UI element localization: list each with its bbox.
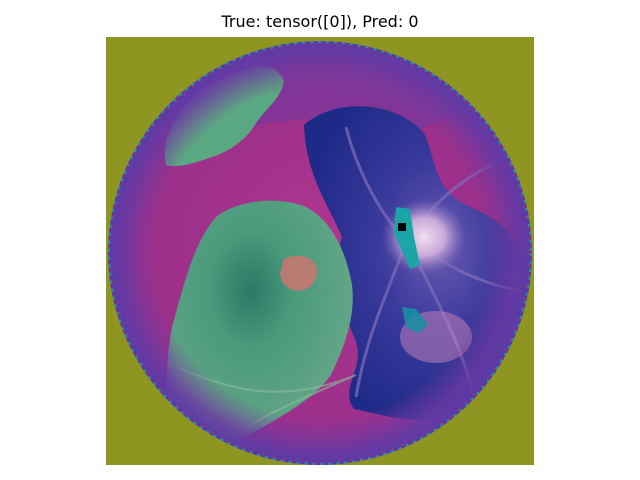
fundus-rim xyxy=(108,41,532,465)
plot-title: True: tensor([0]), Pred: 0 xyxy=(221,12,419,31)
image-axes xyxy=(106,37,534,465)
fundus-image xyxy=(106,37,534,465)
